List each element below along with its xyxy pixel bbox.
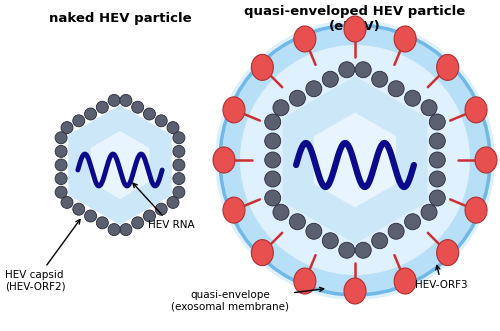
Circle shape [73,115,85,127]
Circle shape [84,108,96,120]
Circle shape [290,90,306,106]
Circle shape [144,210,156,222]
Circle shape [55,159,67,171]
Ellipse shape [223,97,245,123]
Text: naked HEV particle: naked HEV particle [48,12,192,25]
Circle shape [61,121,73,134]
Ellipse shape [252,54,274,80]
Circle shape [73,203,85,215]
Circle shape [388,223,404,239]
Circle shape [84,210,96,222]
Circle shape [404,90,420,106]
Polygon shape [282,76,428,244]
Circle shape [306,223,322,239]
Circle shape [430,171,446,187]
Circle shape [132,217,143,229]
Text: HEV-ORF3: HEV-ORF3 [415,265,468,290]
Polygon shape [314,113,396,208]
Circle shape [306,81,322,97]
Text: HEV RNA: HEV RNA [133,183,194,230]
Circle shape [290,214,306,230]
Circle shape [215,20,495,300]
Circle shape [55,132,67,144]
Circle shape [108,224,120,236]
Circle shape [55,186,67,198]
Circle shape [96,217,108,229]
Circle shape [155,203,167,215]
Circle shape [55,145,67,158]
Circle shape [144,108,156,120]
Circle shape [132,101,143,113]
Text: quasi-enveloped HEV particle
(eHEV): quasi-enveloped HEV particle (eHEV) [244,5,466,33]
Circle shape [421,100,437,116]
Ellipse shape [465,97,487,123]
Circle shape [173,186,185,198]
Circle shape [220,25,490,295]
Circle shape [96,101,108,113]
Circle shape [355,242,371,258]
Circle shape [430,152,446,168]
Circle shape [322,233,338,249]
Circle shape [173,145,185,158]
Ellipse shape [394,268,416,294]
Ellipse shape [394,26,416,52]
Circle shape [339,242,355,258]
Circle shape [372,233,388,249]
Circle shape [120,94,132,106]
Circle shape [421,204,437,220]
Circle shape [264,152,280,168]
Ellipse shape [223,197,245,223]
Polygon shape [90,131,150,199]
Circle shape [430,190,446,206]
Circle shape [404,214,420,230]
Circle shape [55,172,67,185]
Circle shape [372,71,388,87]
Ellipse shape [436,240,458,266]
Circle shape [240,45,470,275]
Circle shape [173,172,185,185]
Circle shape [322,71,338,87]
Ellipse shape [436,54,458,80]
Circle shape [108,94,120,106]
Circle shape [264,171,280,187]
Text: HEV capsid
(HEV-ORF2): HEV capsid (HEV-ORF2) [5,219,80,292]
Ellipse shape [344,278,366,304]
Polygon shape [68,105,172,225]
Circle shape [430,114,446,130]
Ellipse shape [252,240,274,266]
Circle shape [430,133,446,149]
Circle shape [167,121,179,134]
Ellipse shape [475,147,497,173]
Circle shape [173,159,185,171]
Circle shape [61,196,73,209]
Ellipse shape [344,16,366,42]
Circle shape [155,115,167,127]
Circle shape [355,62,371,78]
Ellipse shape [465,197,487,223]
Ellipse shape [294,26,316,52]
Text: quasi-envelope
(exosomal membrane): quasi-envelope (exosomal membrane) [171,287,324,311]
Ellipse shape [294,268,316,294]
Circle shape [339,62,355,78]
Circle shape [167,196,179,209]
Ellipse shape [213,147,235,173]
Circle shape [264,114,280,130]
Circle shape [120,224,132,236]
Circle shape [388,81,404,97]
Circle shape [264,133,280,149]
Circle shape [273,100,289,116]
Circle shape [273,204,289,220]
Circle shape [264,190,280,206]
Circle shape [173,132,185,144]
